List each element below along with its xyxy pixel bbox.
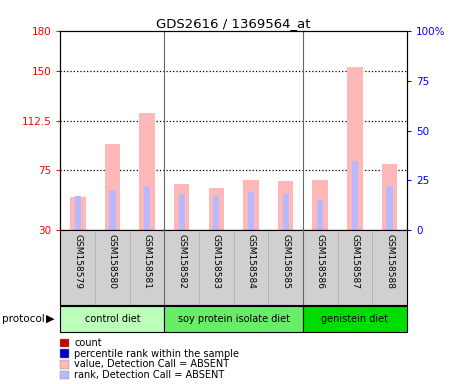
Text: GSM158579: GSM158579 <box>73 234 82 289</box>
Bar <box>174 184 190 230</box>
Bar <box>386 187 392 230</box>
Bar <box>248 192 254 230</box>
Bar <box>243 180 259 230</box>
Text: GSM158587: GSM158587 <box>351 234 359 289</box>
Bar <box>109 190 115 230</box>
Bar <box>382 164 398 230</box>
Text: GSM158583: GSM158583 <box>212 234 221 289</box>
Bar <box>208 188 224 230</box>
Bar <box>60 306 165 332</box>
Bar <box>278 181 293 230</box>
Bar <box>312 180 328 230</box>
Text: value, Detection Call = ABSENT: value, Detection Call = ABSENT <box>74 359 230 369</box>
Bar <box>283 194 289 230</box>
Bar <box>105 144 120 230</box>
Text: soy protein isolate diet: soy protein isolate diet <box>178 314 290 324</box>
Text: GSM158580: GSM158580 <box>108 234 117 289</box>
Text: percentile rank within the sample: percentile rank within the sample <box>74 349 239 359</box>
Bar <box>317 200 323 230</box>
Bar <box>139 113 155 230</box>
Bar <box>165 306 303 332</box>
Bar <box>352 161 358 230</box>
Text: protocol: protocol <box>2 314 45 324</box>
Bar <box>70 197 86 230</box>
Bar <box>75 197 81 230</box>
Bar <box>213 197 219 230</box>
Text: GSM158584: GSM158584 <box>246 234 255 289</box>
Text: GSM158588: GSM158588 <box>385 234 394 289</box>
Text: GSM158582: GSM158582 <box>177 234 186 289</box>
Text: ▶: ▶ <box>46 314 54 324</box>
Text: rank, Detection Call = ABSENT: rank, Detection Call = ABSENT <box>74 370 225 380</box>
Bar <box>347 67 363 230</box>
Text: GSM158585: GSM158585 <box>281 234 290 289</box>
Bar <box>303 306 407 332</box>
Text: count: count <box>74 338 102 348</box>
Bar <box>144 187 150 230</box>
Text: GSM158581: GSM158581 <box>143 234 152 289</box>
Title: GDS2616 / 1369564_at: GDS2616 / 1369564_at <box>156 17 311 30</box>
Bar <box>179 194 185 230</box>
Text: GSM158586: GSM158586 <box>316 234 325 289</box>
Text: control diet: control diet <box>85 314 140 324</box>
Text: genistein diet: genistein diet <box>321 314 388 324</box>
